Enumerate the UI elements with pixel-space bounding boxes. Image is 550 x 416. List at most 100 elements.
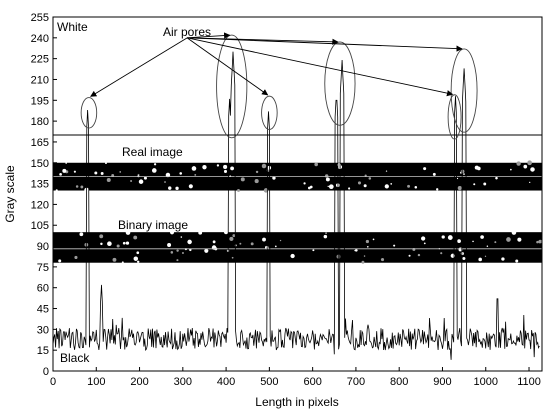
strip-speckle xyxy=(231,256,234,259)
strip-speckle xyxy=(441,235,445,239)
strip-speckle xyxy=(412,247,416,251)
strip-speckle xyxy=(106,178,111,183)
y-tick-label: 45 xyxy=(37,304,49,316)
strip-speckle xyxy=(527,160,532,166)
y-tick-label: 135 xyxy=(31,179,49,191)
strip-speckle xyxy=(250,242,254,246)
strip-speckle xyxy=(363,184,367,188)
strip-speckle xyxy=(303,182,306,185)
strip-speckle xyxy=(355,248,358,252)
strip-speckle xyxy=(474,165,479,170)
strip-speckle xyxy=(138,179,144,184)
strip-speckle xyxy=(223,230,229,235)
y-tick-label: 255 xyxy=(31,12,49,24)
y-tick-label: 0 xyxy=(43,366,49,378)
strip-speckle xyxy=(202,164,207,170)
strip-speckle xyxy=(112,257,117,262)
strip-speckle xyxy=(73,170,76,173)
strip-speckle xyxy=(204,248,209,253)
strip-speckle xyxy=(212,240,216,244)
strip-speckle xyxy=(361,260,365,264)
strip-speckle xyxy=(495,176,498,180)
strip-speckle xyxy=(167,243,172,248)
strip-speckle xyxy=(80,185,84,189)
strip-speckle xyxy=(198,230,203,235)
strip-speckle xyxy=(194,173,197,176)
strip-speckle xyxy=(423,242,426,245)
strip-speckle xyxy=(254,179,259,184)
strip-speckle xyxy=(325,232,327,235)
strip-speckle xyxy=(390,183,393,185)
strip-speckle xyxy=(364,174,367,177)
strip-speckle xyxy=(272,176,276,180)
strip-speckle xyxy=(414,186,418,189)
strip-speckle xyxy=(125,241,130,245)
x-tick-label: 700 xyxy=(347,376,365,388)
x-tick-label: 200 xyxy=(130,376,148,388)
strip-speckle xyxy=(484,255,487,257)
strip-speckle xyxy=(538,239,542,244)
y-tick-label: 150 xyxy=(31,158,49,170)
strip-speckle xyxy=(384,184,389,189)
strip-speckle xyxy=(170,251,174,254)
strip-speckle xyxy=(168,186,172,190)
strip-speckle xyxy=(523,164,528,169)
strip-speckle xyxy=(267,165,272,170)
strip-speckle xyxy=(176,249,179,252)
y-tick-label: 75 xyxy=(37,262,49,274)
strip-speckle xyxy=(255,170,259,174)
strip-speckle xyxy=(478,257,482,262)
air-pore-arrow-3 xyxy=(186,37,269,96)
y-axis-ticks: 0 15 30 45 60 75 90 105 120 135 150 165 180 195 210 225… xyxy=(31,12,57,378)
strip-speckle xyxy=(105,162,107,165)
strip-speckle xyxy=(472,240,474,243)
annotation-arrows xyxy=(90,32,463,97)
strip-speckle xyxy=(99,234,104,239)
y-tick-label: 30 xyxy=(37,324,49,336)
strip-speckle xyxy=(408,254,411,257)
strip-speckle xyxy=(436,188,439,191)
strip-speckle xyxy=(240,177,245,182)
strip-speckle xyxy=(122,241,126,245)
strip-speckle xyxy=(325,174,329,178)
strip-speckle xyxy=(180,236,183,238)
air-pores-label: Air pores xyxy=(163,25,211,39)
strip-speckle xyxy=(175,186,179,190)
strip-speckle xyxy=(130,180,133,183)
strip-speckle xyxy=(290,253,295,259)
strip-speckle xyxy=(237,188,240,192)
strip-speckle xyxy=(136,251,140,255)
strip-speckle xyxy=(223,164,228,170)
strip-speckle xyxy=(164,181,166,183)
plot-frame xyxy=(52,16,543,372)
strip-speckle xyxy=(133,256,139,261)
strip-speckle xyxy=(480,235,484,239)
binary-image-label: Binary image xyxy=(118,218,188,232)
strip-speckle xyxy=(494,241,497,244)
black-label: Black xyxy=(60,351,90,365)
x-tick-label: 800 xyxy=(390,376,408,388)
strip-speckle xyxy=(279,239,282,242)
strip-speckle xyxy=(223,169,228,173)
strip-speckle xyxy=(363,255,366,257)
strip-speckle xyxy=(517,237,522,242)
image-strip-2 xyxy=(53,232,542,263)
x-tick-label: 0 xyxy=(50,376,56,388)
strip-speckle xyxy=(261,163,267,169)
strip-speckle xyxy=(314,162,319,167)
strip-speckle xyxy=(94,171,98,175)
strip-speckle xyxy=(325,177,330,182)
strip-speckle xyxy=(530,167,535,172)
y-tick-label: 195 xyxy=(31,95,49,107)
strip-speckle xyxy=(460,252,464,256)
strip-speckle xyxy=(121,261,124,264)
strip-speckle xyxy=(230,166,235,171)
strip-speckle xyxy=(385,170,388,172)
x-tick-label: 1100 xyxy=(517,376,541,388)
strip-speckle xyxy=(312,249,315,252)
strip-speckle xyxy=(274,245,277,248)
strip-speckle xyxy=(59,172,62,176)
strip-speckle xyxy=(58,259,62,263)
strip-speckle xyxy=(440,252,443,255)
